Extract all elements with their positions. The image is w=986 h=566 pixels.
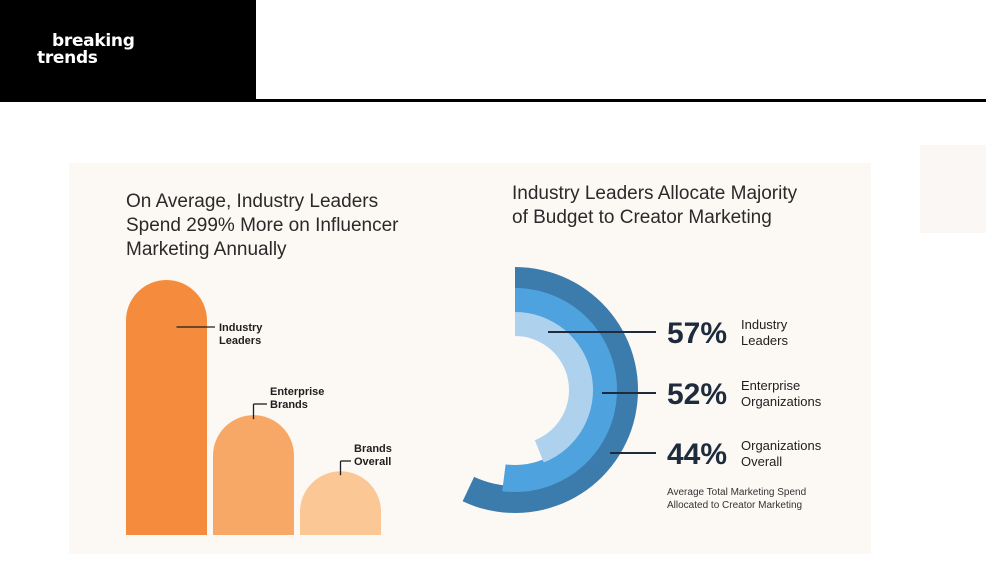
bar-1	[126, 280, 207, 535]
ring-chart-note: Average Total Marketing Spend Allocated …	[667, 487, 807, 511]
ring-label-1: Industry Leaders	[741, 317, 788, 348]
brand-logo-line-1: breaking	[52, 31, 135, 51]
bar-2	[213, 415, 294, 535]
bar-chart-title: On Average, Industry Leaders Spend 299% …	[126, 191, 399, 260]
brand-logo-line-2: trends	[37, 48, 98, 68]
ring-label-3: Organizations Overall	[741, 438, 822, 469]
brand-logo-block: breaking trends	[0, 0, 256, 102]
ring-value-3: 44%	[667, 438, 727, 471]
ring-value-2: 52%	[667, 378, 727, 411]
bar-3	[300, 471, 381, 535]
background-fade	[920, 145, 986, 233]
bar-label-3: Brands Overall	[354, 443, 392, 468]
ring-label-2: Enterprise Organizations	[741, 378, 822, 409]
brand-logo[interactable]: breaking trends	[37, 33, 135, 67]
header-divider	[256, 99, 986, 102]
bar-label-2: Enterprise Brands	[270, 386, 324, 411]
ring-arc-3	[515, 312, 593, 463]
ring-arc-2	[502, 288, 617, 492]
bar-label-1: Industry Leaders	[219, 322, 263, 347]
ring-value-1: 57%	[667, 317, 727, 350]
ring-chart-title: Industry Leaders Allocate Majority of Bu…	[512, 183, 798, 228]
